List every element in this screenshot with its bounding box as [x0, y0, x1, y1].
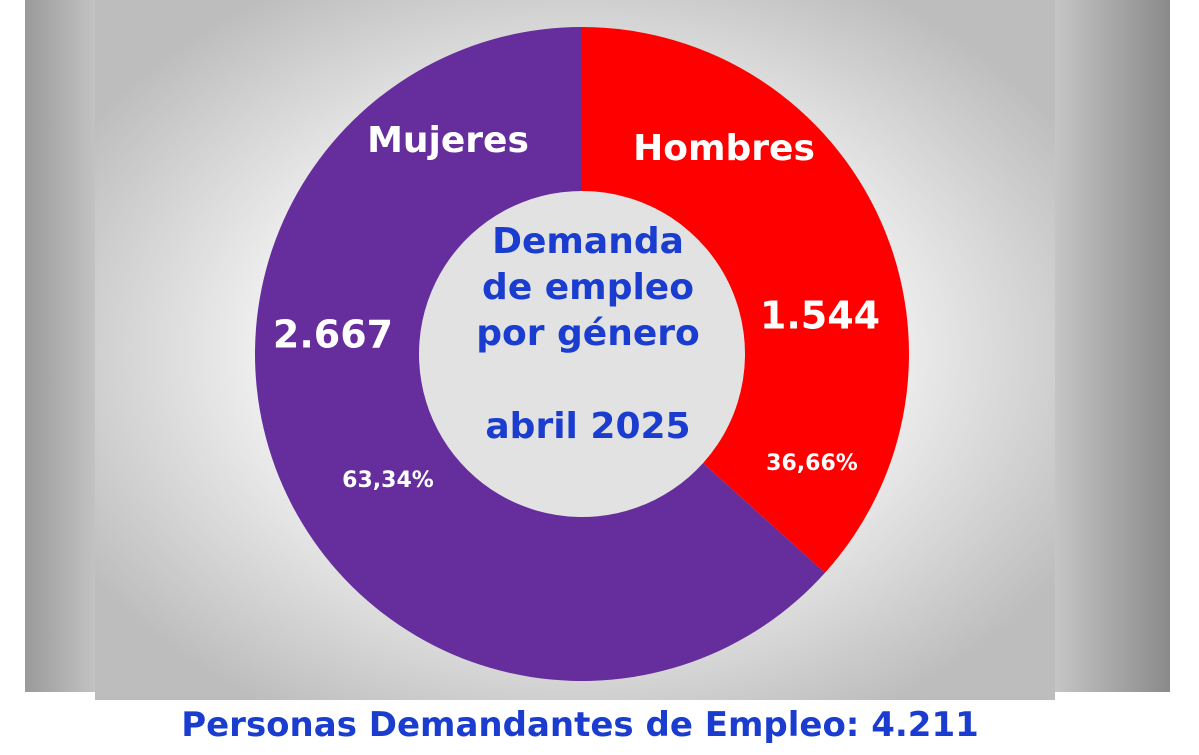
center-title-line: de empleo — [482, 267, 694, 308]
backdrop-left-panel — [25, 0, 105, 692]
backdrop-right-panel — [1050, 0, 1170, 692]
slice-value-label-hombres: 1.544 — [760, 294, 880, 338]
slice-percent-label-mujeres: 63,34% — [342, 468, 434, 493]
chart-footer-caption: Personas Demandantes de Empleo: 4.211 — [181, 705, 979, 745]
slice-name-label-hombres: Hombres — [633, 128, 815, 169]
center-title-line: por género — [476, 313, 700, 354]
donut-hole — [419, 191, 745, 517]
center-title-line: Demanda — [492, 221, 684, 262]
donut-slice-hombres — [582, 27, 910, 573]
center-title: Demanda de empleo por género abril 2025 — [476, 221, 700, 447]
slice-percent-label-hombres: 36,66% — [766, 451, 858, 476]
slice-name-label-mujeres: Mujeres — [367, 120, 529, 161]
center-title-line: abril 2025 — [485, 406, 690, 447]
slice-value-label-mujeres: 2.667 — [273, 313, 393, 357]
donut-slice-mujeres — [255, 27, 826, 681]
